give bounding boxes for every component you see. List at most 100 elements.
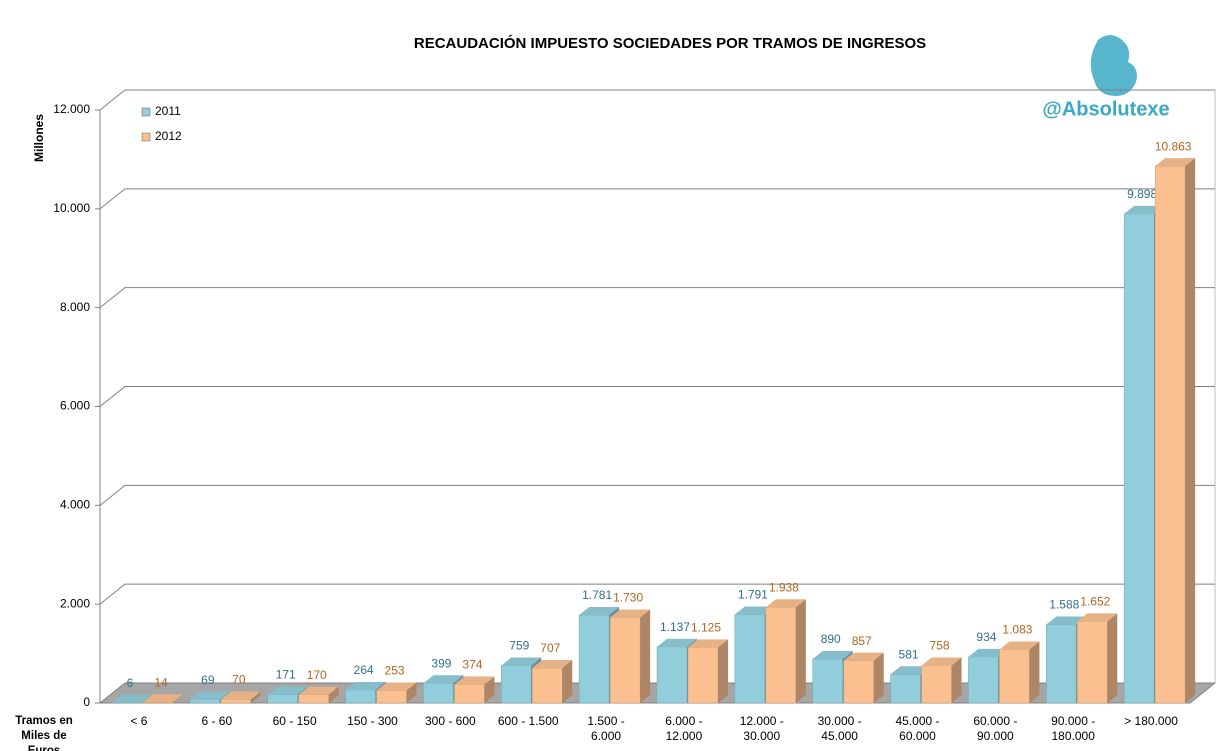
value-label: 759 bbox=[509, 639, 529, 653]
value-label: 1.781 bbox=[582, 588, 612, 602]
x-tick-label: > 180.000 bbox=[1124, 714, 1178, 728]
value-label: 758 bbox=[930, 639, 950, 653]
bar-top bbox=[454, 676, 495, 685]
y-tick-label: 10.000 bbox=[53, 201, 90, 215]
value-label: 9.898 bbox=[1127, 187, 1157, 201]
x-tick-label: 300 - 600 bbox=[424, 714, 476, 728]
value-label: 1.137 bbox=[660, 620, 690, 634]
bar-front bbox=[812, 658, 843, 704]
bar-front bbox=[1046, 624, 1077, 704]
bar-side bbox=[1185, 158, 1196, 703]
bar-front bbox=[345, 689, 376, 704]
bar-top bbox=[812, 651, 853, 660]
grid-line bbox=[99, 484, 1215, 506]
x-tick-label: 6.000 - 12.000 bbox=[665, 714, 703, 743]
watermark: @Absolutexe bbox=[1042, 98, 1169, 120]
bar-front bbox=[890, 674, 921, 704]
bar-top bbox=[298, 686, 339, 695]
bar bbox=[298, 686, 339, 704]
bar-side bbox=[142, 694, 152, 703]
x-tick-label: 12.000 - 30.000 bbox=[739, 714, 784, 743]
bar-top bbox=[579, 606, 620, 615]
value-label: 171 bbox=[276, 668, 296, 682]
bar-front bbox=[968, 656, 999, 704]
bar-front bbox=[843, 660, 874, 704]
bar bbox=[220, 691, 261, 704]
bar-front bbox=[220, 699, 252, 704]
grid-line bbox=[99, 89, 1215, 111]
logo bbox=[1090, 35, 1137, 96]
bar-front bbox=[298, 694, 329, 704]
bar bbox=[999, 641, 1040, 704]
bar-front bbox=[921, 665, 952, 704]
x-tick-label: 1.500 - 6.000 bbox=[587, 714, 625, 743]
x-tick-label: 60 - 150 bbox=[272, 714, 317, 728]
bar-top bbox=[267, 686, 308, 695]
y-tick-label: 4.000 bbox=[60, 498, 90, 512]
legend-label: 2012 bbox=[155, 129, 182, 143]
value-label: 1.652 bbox=[1080, 595, 1110, 609]
bar-side bbox=[873, 652, 884, 703]
bar-front bbox=[532, 667, 563, 704]
bar-side bbox=[328, 686, 339, 703]
bar-top bbox=[112, 694, 152, 703]
bar-side bbox=[1107, 613, 1118, 703]
bar-top bbox=[999, 641, 1040, 650]
bar bbox=[532, 660, 573, 704]
bar-front bbox=[1123, 213, 1155, 704]
bar-top bbox=[610, 609, 651, 618]
value-label: 1.730 bbox=[613, 591, 643, 605]
bar bbox=[765, 599, 806, 704]
bar-front bbox=[1154, 165, 1186, 704]
bar-side bbox=[1029, 641, 1040, 703]
x-tick-label: 45.000 - 60.000 bbox=[895, 714, 940, 743]
bar-front bbox=[501, 665, 532, 704]
bar-side bbox=[640, 609, 651, 703]
bar bbox=[687, 639, 728, 704]
x-axis-label: Tramos en Miles de Euros bbox=[15, 715, 73, 751]
bar-top bbox=[1077, 613, 1118, 622]
y-tick-label: 6.000 bbox=[60, 399, 90, 413]
bar-top bbox=[189, 691, 230, 700]
bar-top bbox=[1046, 616, 1087, 625]
value-label: 707 bbox=[540, 641, 560, 655]
bar-side bbox=[173, 694, 183, 703]
bar-top bbox=[657, 638, 697, 647]
bar-front bbox=[1077, 621, 1108, 704]
bar-front bbox=[189, 699, 221, 704]
bar-side bbox=[484, 676, 495, 703]
value-label: 14 bbox=[154, 675, 168, 689]
bar-front bbox=[734, 614, 766, 704]
bar-front bbox=[454, 684, 485, 704]
value-label: 399 bbox=[431, 656, 451, 670]
bar-top bbox=[532, 660, 573, 669]
bar-front bbox=[765, 606, 797, 704]
bar bbox=[1077, 613, 1118, 704]
legend-label: 2011 bbox=[155, 104, 181, 118]
bar bbox=[1154, 158, 1196, 704]
value-label: 890 bbox=[821, 632, 841, 646]
x-tick-label: 600 - 1.500 bbox=[497, 714, 559, 728]
value-label: 70 bbox=[232, 673, 246, 687]
bar-top bbox=[921, 657, 962, 666]
y-tick-label: 12.000 bbox=[53, 102, 90, 116]
grid-line bbox=[99, 287, 1215, 309]
bar-front bbox=[267, 694, 298, 704]
bar-front bbox=[687, 647, 719, 704]
bar-front bbox=[423, 683, 454, 704]
bar-top bbox=[423, 675, 464, 684]
bar-front bbox=[376, 690, 407, 704]
bar-top bbox=[843, 652, 884, 661]
bar-side bbox=[562, 660, 573, 703]
x-tick-label: 150 - 300 bbox=[347, 714, 398, 728]
value-label: 1.588 bbox=[1049, 598, 1079, 612]
bar-top bbox=[1124, 205, 1165, 214]
bar-top bbox=[968, 648, 1009, 657]
bar bbox=[142, 694, 183, 704]
x-tick-label: 30.000 - 45.000 bbox=[817, 714, 862, 743]
value-label: 1.083 bbox=[1002, 623, 1032, 637]
y-tick-label: 0 bbox=[83, 695, 90, 709]
bar-top bbox=[345, 681, 386, 690]
